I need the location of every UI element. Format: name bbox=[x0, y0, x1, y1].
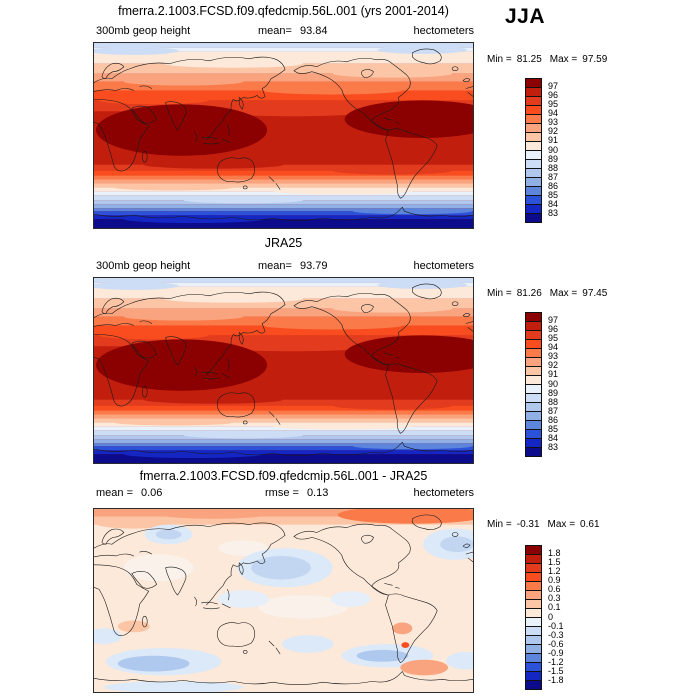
model-min-label: Min = bbox=[487, 54, 512, 65]
difference-minmax: Min = -0.31 Max = 0.61 bbox=[487, 519, 600, 530]
reference-mean: mean= 93.79 bbox=[258, 260, 327, 272]
reference-min-value: 81.26 bbox=[516, 288, 542, 299]
reference-colorbar-swatches bbox=[525, 312, 542, 457]
reference-map bbox=[93, 277, 474, 464]
model-colorbar-labels: 97 96 95 94 93 92 91 90 89 88 87 86 85 84 83 bbox=[548, 81, 559, 218]
difference-map bbox=[93, 508, 474, 693]
model-max-value: 97.59 bbox=[582, 54, 608, 65]
model-mean-label: mean= bbox=[258, 25, 292, 37]
difference-title: fmerra.2.1003.FCSD.f09.qfedcmip.56L.001 … bbox=[139, 469, 428, 483]
difference-rmse-label: rmse = bbox=[265, 487, 299, 499]
reference-min-label: Min = bbox=[487, 288, 512, 299]
model-max-label: Max = bbox=[549, 54, 578, 65]
difference-units-label: hectometers bbox=[413, 487, 474, 499]
model-units-label: hectometers bbox=[413, 25, 474, 37]
reference-title: JRA25 bbox=[264, 236, 303, 250]
reference-units-label: hectometers bbox=[413, 260, 474, 272]
season-label: JJA bbox=[505, 5, 546, 28]
reference-colorbar: 97 96 95 94 93 92 91 90 89 88 87 86 85 84 83 bbox=[525, 312, 585, 457]
difference-min-value: -0.31 bbox=[516, 519, 540, 530]
difference-max-value: 0.61 bbox=[580, 519, 600, 530]
model-min-value: 81.25 bbox=[516, 54, 542, 65]
reference-field-label: 300mb geop height bbox=[96, 260, 191, 272]
difference-colorbar-labels: 1.8 1.5 1.2 0.9 0.6 0.3 0.1 0 -0.1 -0.3 -0.6 -0.9 -1… bbox=[548, 548, 564, 685]
reference-colorbar-labels: 97 96 95 94 93 92 91 90 89 88 87 86 85 84 83 bbox=[548, 315, 559, 452]
reference-max-label: Max = bbox=[549, 288, 578, 299]
model-colorbar-swatches bbox=[525, 78, 542, 223]
difference-colorbar: 1.8 1.5 1.2 0.9 0.6 0.3 0.1 0 -0.1 -0.3 -0.6 -0.9 -1… bbox=[525, 545, 585, 690]
difference-min-label: Min = bbox=[487, 519, 512, 530]
model-minmax: Min = 81.25 Max = 97.59 bbox=[487, 54, 607, 65]
model-map bbox=[93, 42, 474, 229]
difference-rmse-value: 0.13 bbox=[306, 487, 329, 499]
main-title: fmerra.2.1003.FCSD.f09.qfedcmip.56L.001 … bbox=[118, 4, 449, 18]
model-mean-value: 93.84 bbox=[299, 25, 328, 37]
difference-colorbar-swatches bbox=[525, 545, 542, 690]
difference-rmse: rmse = 0.13 bbox=[265, 487, 328, 499]
difference-mean-value: 0.06 bbox=[141, 487, 163, 499]
reference-max-value: 97.45 bbox=[582, 288, 608, 299]
difference-mean: mean = 0.06 bbox=[96, 487, 162, 499]
reference-mean-label: mean= bbox=[258, 260, 292, 272]
difference-max-label: Max = bbox=[547, 519, 576, 530]
model-mean: mean= 93.84 bbox=[258, 25, 327, 37]
reference-minmax: Min = 81.26 Max = 97.45 bbox=[487, 288, 607, 299]
reference-mean-value: 93.79 bbox=[299, 260, 328, 272]
difference-mean-label: mean = bbox=[96, 487, 133, 499]
model-colorbar: 97 96 95 94 93 92 91 90 89 88 87 86 85 84 83 bbox=[525, 78, 585, 223]
model-field-label: 300mb geop height bbox=[96, 25, 191, 37]
